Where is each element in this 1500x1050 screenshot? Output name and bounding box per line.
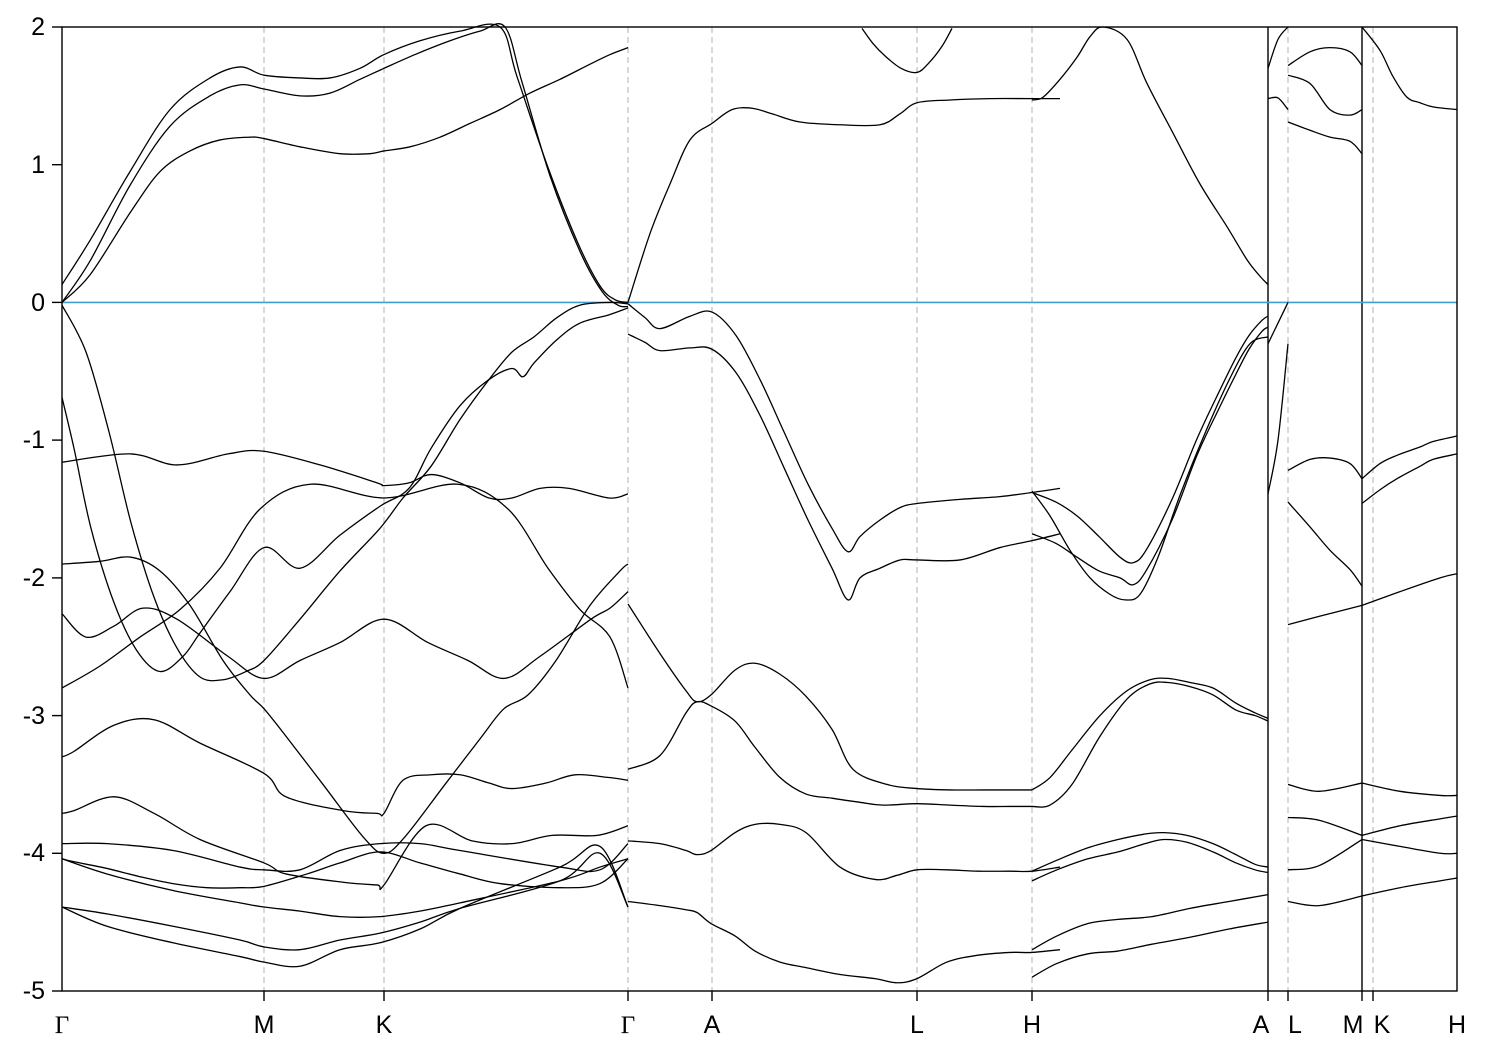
svg-text:1: 1: [31, 151, 45, 179]
svg-text:M: M: [254, 1011, 275, 1039]
svg-text:K: K: [376, 1011, 393, 1039]
svg-text:-4: -4: [23, 839, 45, 867]
svg-text:Γ: Γ: [621, 1012, 635, 1039]
svg-text:H: H: [1023, 1011, 1041, 1039]
svg-text:A: A: [704, 1011, 721, 1039]
svg-text:-5: -5: [23, 977, 45, 1005]
svg-text:2: 2: [31, 13, 45, 41]
svg-text:Γ: Γ: [55, 1012, 69, 1039]
svg-text:0: 0: [31, 289, 45, 317]
svg-text:-1: -1: [23, 426, 45, 454]
svg-text:-3: -3: [23, 702, 45, 730]
svg-text:M: M: [1343, 1011, 1364, 1039]
svg-text:L: L: [910, 1011, 924, 1039]
svg-text:H: H: [1448, 1011, 1466, 1039]
svg-text:-2: -2: [23, 564, 45, 592]
svg-text:A: A: [1253, 1011, 1270, 1039]
svg-text:K: K: [1374, 1011, 1391, 1039]
svg-text:L: L: [1288, 1011, 1302, 1039]
